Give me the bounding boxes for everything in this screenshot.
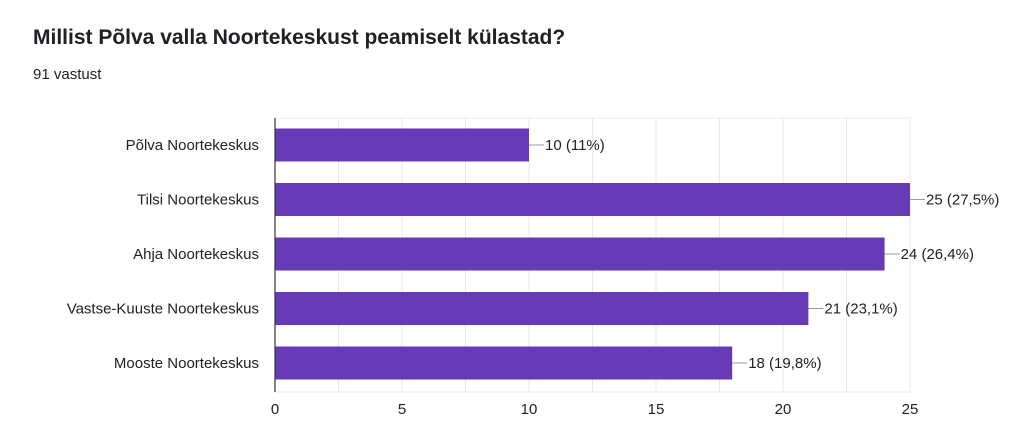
bar bbox=[275, 346, 733, 380]
category-label: Põlva Noortekeskus bbox=[126, 137, 259, 154]
data-label: 18 (19,8%) bbox=[748, 355, 821, 372]
category-label: Ahja Noortekeskus bbox=[133, 246, 259, 263]
data-label: 10 (11%) bbox=[545, 137, 605, 154]
bar bbox=[275, 183, 910, 216]
category-label: Mooste Noortekeskus bbox=[114, 355, 259, 372]
x-tick-label: 5 bbox=[398, 401, 406, 418]
category-label: Vastse-Kuuste Noortekeskus bbox=[67, 301, 259, 318]
response-count: 91 vastust bbox=[33, 66, 102, 83]
data-label: 21 (23,1%) bbox=[824, 301, 897, 318]
x-tick-label: 15 bbox=[648, 401, 665, 418]
chart-title: Millist Põlva valla Noortekeskust peamis… bbox=[33, 26, 566, 49]
data-label: 25 (27,5%) bbox=[926, 192, 999, 209]
category-label: Tilsi Noortekeskus bbox=[137, 192, 259, 209]
x-tick-label: 10 bbox=[521, 401, 538, 418]
x-tick-label: 20 bbox=[775, 401, 792, 418]
bar bbox=[275, 292, 809, 325]
bar bbox=[275, 128, 529, 162]
x-tick-label: 0 bbox=[271, 401, 279, 418]
bar bbox=[275, 237, 885, 271]
x-tick-label: 25 bbox=[902, 401, 919, 418]
data-label: 24 (26,4%) bbox=[901, 246, 974, 263]
